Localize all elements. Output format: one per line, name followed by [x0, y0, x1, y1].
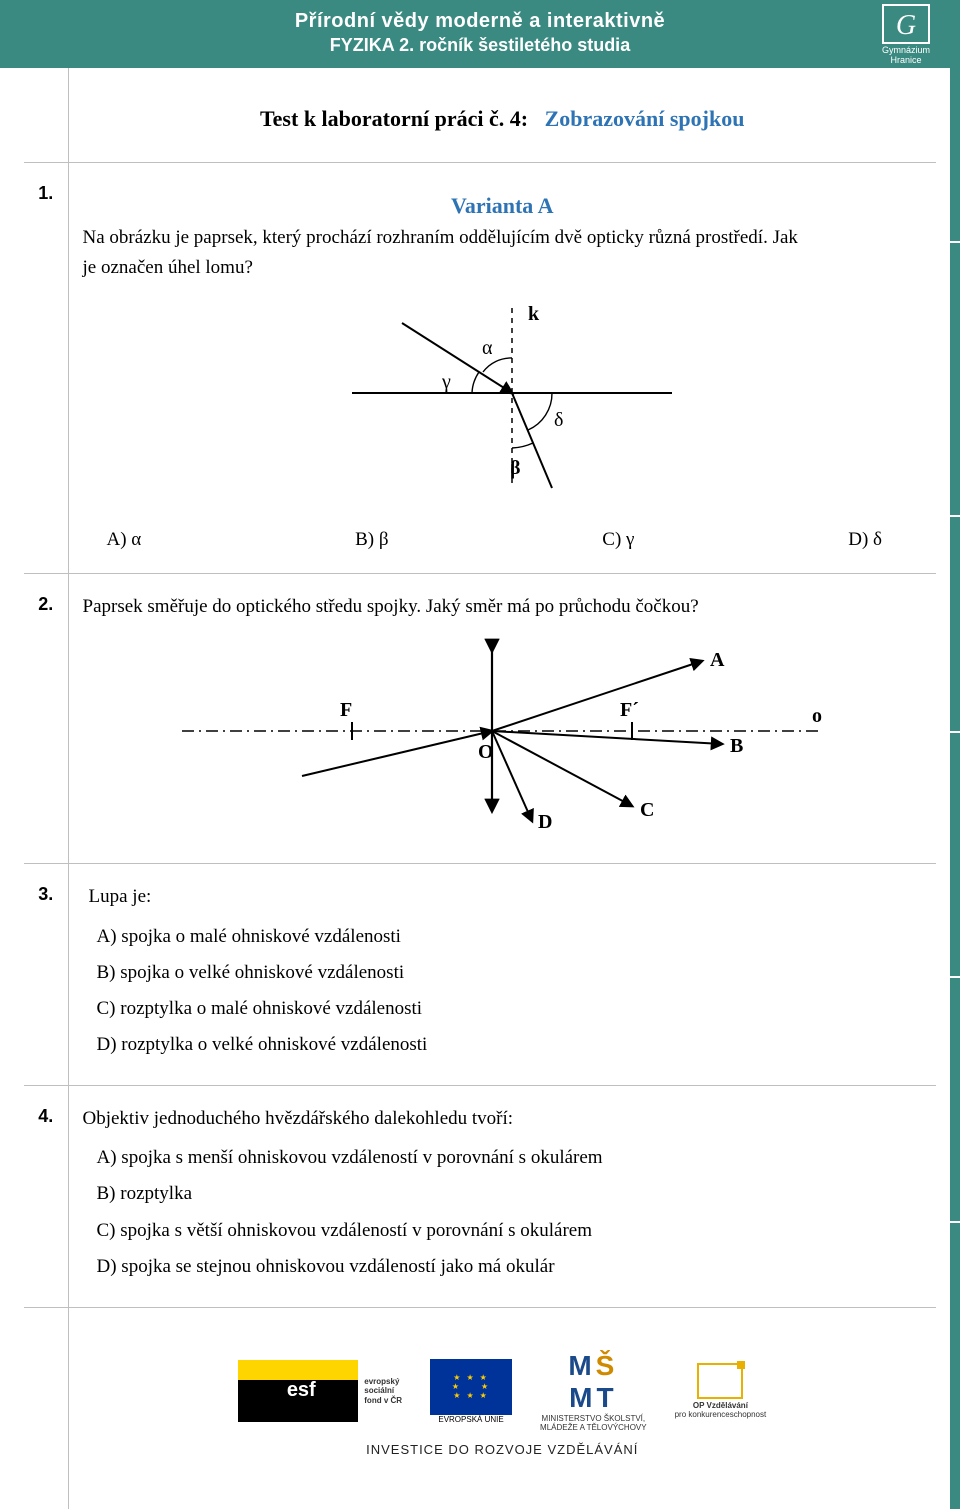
- footer-caption: INVESTICE DO ROZVOJE VZDĚLÁVÁNÍ: [83, 1442, 923, 1457]
- variant-label: Varianta A: [83, 181, 923, 223]
- label-D: D: [538, 811, 552, 833]
- label-O: O: [478, 741, 494, 763]
- q1-optD: D) δ: [848, 529, 882, 551]
- q4-number: 4.: [24, 1085, 68, 1307]
- label-C: C: [640, 799, 654, 821]
- label-delta: δ: [554, 409, 563, 431]
- msmt-logo: MŠ MT MINISTERSTVO ŠKOLSTVÍ, MLÁDEŽE A T…: [540, 1350, 647, 1433]
- label-alpha: α: [482, 337, 493, 359]
- q3-stem: Lupa je:: [89, 886, 152, 907]
- school-logo: G Gymnázium Hranice: [870, 4, 942, 66]
- q3-optA: A) spojka o malé ohniskové vzdálenosti: [97, 919, 923, 955]
- title-topic: Zobrazování spojkou: [545, 106, 745, 131]
- content-table: Test k laboratorní práci č. 4: Zobrazová…: [24, 68, 936, 1509]
- q3-optD: D) rozptylka o velké ohniskové vzdálenos…: [97, 1027, 923, 1063]
- q1-figure: k α γ δ: [83, 288, 923, 503]
- q3-optB: B) spojka o velké ohniskové vzdálenosti: [97, 955, 923, 991]
- label-B: B: [730, 735, 743, 757]
- q2-number: 2.: [24, 573, 68, 863]
- label-F: F: [340, 699, 352, 721]
- q4-optD: D) spojka se stejnou ohniskovou vzdáleno…: [97, 1249, 923, 1285]
- q4-stem: Objektiv jednoduchého hvězdářského dalek…: [83, 1104, 923, 1134]
- q4-optB: B) rozptylka: [97, 1176, 923, 1212]
- logo-label-1: Gymnázium: [882, 45, 930, 55]
- esf-badge: esf evropský sociální fond v ČR: [238, 1360, 402, 1422]
- label-A: A: [710, 649, 725, 671]
- q1-options: A) α B) β C) γ D) δ: [83, 529, 923, 551]
- q1-optB: B) β: [355, 529, 388, 551]
- page-body: Test k laboratorní práci č. 4: Zobrazová…: [0, 68, 960, 1509]
- page-header: Přírodní vědy moderně a interaktivně FYZ…: [0, 0, 960, 68]
- footer-logos: esf evropský sociální fond v ČR ★ ★ ★★ ★…: [83, 1326, 923, 1488]
- logo-label-2: Hranice: [890, 55, 921, 65]
- label-k: k: [528, 303, 540, 325]
- q1-text: Na obrázku je paprsek, který prochází ro…: [83, 223, 923, 284]
- q1-number: 1.: [24, 163, 68, 574]
- opvk-logo: OP Vzdělávání pro konkurenceschopnost: [675, 1363, 767, 1419]
- logo-letter: G: [884, 6, 928, 46]
- q2-figure: o F F´ O: [83, 626, 923, 841]
- q3-options: A) spojka o malé ohniskové vzdálenosti B…: [83, 919, 923, 1063]
- header-line-2: FYZIKA 2. ročník šestiletého studia: [0, 35, 960, 56]
- q2-text: Paprsek směřuje do optického středu spoj…: [83, 592, 923, 622]
- q4-optC: C) spojka s větší ohniskovou vzdáleností…: [97, 1213, 923, 1249]
- q1-optA: A) α: [107, 529, 142, 551]
- q4-options: A) spojka s menší ohniskovou vzdáleností…: [83, 1140, 923, 1284]
- q3-number: 3.: [24, 864, 68, 1086]
- header-line-1: Přírodní vědy moderně a interaktivně: [0, 10, 960, 33]
- label-Fp: F´: [620, 699, 639, 721]
- title-prefix: Test k laboratorní práci č. 4:: [260, 106, 528, 131]
- label-beta: β: [510, 457, 521, 479]
- eu-flag: ★ ★ ★★ ★★ ★ ★ EVROPSKÁ UNIE: [430, 1359, 512, 1424]
- label-gamma: γ: [441, 371, 451, 393]
- label-o: o: [812, 705, 822, 727]
- q3-optC: C) rozptylka o malé ohniskové vzdálenost…: [97, 991, 923, 1027]
- q1-optC: C) γ: [602, 529, 634, 551]
- q4-optA: A) spojka s menší ohniskovou vzdáleností…: [97, 1140, 923, 1176]
- test-title: Test k laboratorní práci č. 4: Zobrazová…: [83, 86, 923, 140]
- right-rail: [950, 68, 960, 1509]
